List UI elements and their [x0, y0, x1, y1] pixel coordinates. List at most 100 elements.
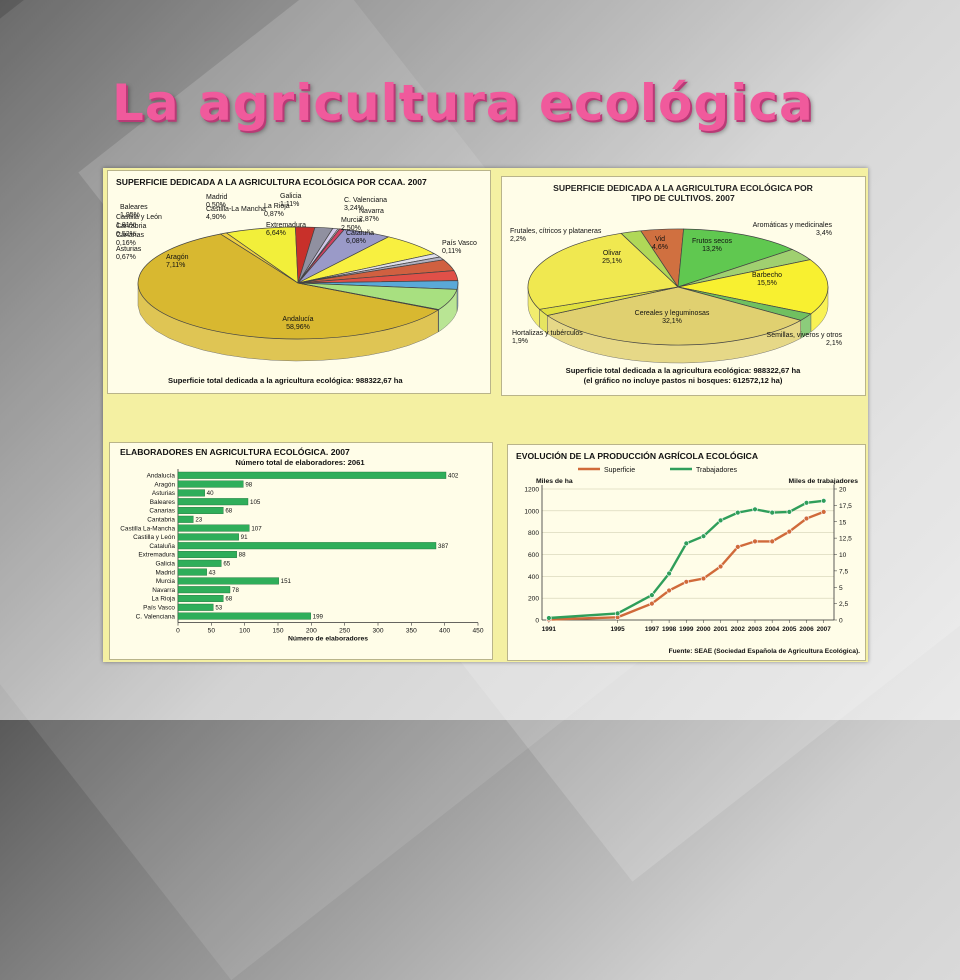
slice-name: Canarias	[116, 232, 145, 239]
bar	[177, 524, 250, 532]
y-tick-label-right: 0	[839, 618, 843, 625]
series-line	[548, 510, 825, 621]
bar-category-label: Murcia	[156, 578, 176, 585]
data-point	[735, 544, 741, 550]
slice-value: 1,9%	[512, 338, 528, 345]
pie-slice	[677, 259, 829, 315]
slice-value: 13,2%	[702, 246, 722, 253]
slice-value: 7,11%	[166, 262, 185, 269]
slice-value: 2,1%	[826, 340, 842, 347]
bar-category-label: Extremadura	[138, 552, 175, 559]
data-point	[769, 509, 775, 516]
chart-evolucion-panel: EVOLUCIÓN DE LA PRODUCCIÓN AGRÍCOLA ECOL…	[507, 444, 866, 661]
slice-value: 32,1%	[662, 318, 682, 325]
slice-name: C. Valenciana	[344, 197, 387, 204]
slice-value: 0,67%	[116, 254, 136, 261]
bar-value-label: 88	[239, 552, 246, 559]
slice-label: Cantabria 0,52%	[116, 223, 146, 238]
slice-label: Hortalizas y tubérculos 1,9%	[512, 330, 583, 345]
pie-slice	[677, 228, 794, 288]
x-tick-label: 150	[272, 628, 283, 635]
data-point	[821, 509, 827, 515]
slice-value: 3,4%	[816, 230, 832, 237]
slice-name: Baleares	[120, 204, 148, 211]
bar-category-label: Aragón	[154, 481, 175, 488]
slice-name: Asturias	[116, 246, 142, 253]
slice-label: Navarra 2,87%	[359, 208, 384, 223]
data-point	[803, 515, 810, 522]
slice-value: 1,95%	[120, 212, 140, 219]
slice-value: 15,5%	[757, 280, 777, 287]
chart-cultivos-panel: SUPERFICIE DEDICADA A LA AGRICULTURA ECO…	[501, 176, 866, 396]
bar-value-label: 40	[207, 490, 214, 497]
y-tick-label-right: 2,5	[839, 601, 848, 608]
y-tick-label-right: 10	[839, 552, 847, 559]
chart-note: Superficie total dedicada a la agricultu…	[168, 376, 403, 385]
slice-value: 1,81%	[116, 222, 136, 229]
data-point	[683, 579, 690, 585]
x-tick-label: 2004	[765, 626, 780, 633]
x-tick-label: 250	[339, 628, 350, 635]
bar	[177, 559, 222, 567]
slice-value: 0,11%	[442, 248, 461, 255]
slice-value: 0,87%	[264, 211, 284, 218]
slice-label: Cereales y leguminosas 32,1%	[635, 310, 710, 325]
x-tick-label: 100	[239, 628, 250, 635]
bar-value-label: 23	[195, 517, 202, 524]
slice-label: Frutales, cítricos y plataneras 2,2%	[510, 228, 602, 243]
bar	[177, 577, 279, 585]
slice-value: 0,16%	[116, 240, 136, 247]
bar	[177, 603, 214, 611]
bar-value-label: 43	[209, 569, 216, 576]
data-point	[700, 533, 707, 539]
y-tick-label-right: 17,5	[839, 503, 852, 510]
slice-name: Aromáticas y medicinales	[753, 222, 833, 229]
bar	[177, 586, 231, 594]
slice-label: Semillas, viveros y otros 2,1%	[767, 332, 843, 347]
x-tick-label: 2006	[799, 626, 814, 633]
series-line	[548, 499, 824, 620]
pie-slice	[620, 230, 679, 288]
x-tick-label: 2005	[782, 626, 797, 633]
slice-value: 0,50%	[206, 202, 226, 209]
bar-category-label: Galicia	[155, 561, 175, 568]
slice-value: 25,1%	[602, 258, 622, 265]
x-tick-label: 1995	[610, 626, 625, 633]
slice-label: Frutos secos 13,2%	[692, 238, 733, 253]
chart-subtitle: Número total de elaboradores: 2061	[235, 458, 365, 467]
x-tick-label: 400	[439, 628, 450, 635]
y-tick-label-right: 15	[839, 519, 847, 526]
chart-title-line: SUPERFICIE DEDICADA A LA AGRICULTURA ECO…	[553, 182, 814, 193]
bar	[177, 506, 224, 514]
chart-source: Fuente: SEAE (Sociedad Española de Agric…	[669, 648, 861, 655]
data-point	[786, 528, 792, 535]
line-chart-evolucion: EVOLUCIÓN DE LA PRODUCCIÓN AGRÍCOLA ECOL…	[516, 450, 861, 655]
x-tick-label: 1997	[645, 626, 660, 633]
bar	[177, 594, 224, 602]
slice-label: Cataluña 6,08%	[346, 230, 374, 245]
data-point	[735, 509, 741, 516]
pie-chart-cultivos: SUPERFICIE DEDICADA A LA AGRICULTURA ECO…	[510, 182, 843, 385]
bar-value-label: 105	[250, 499, 261, 506]
bar-value-label: 68	[225, 508, 232, 515]
x-tick-label: 2001	[714, 626, 729, 633]
y-tick-label-right: 20	[839, 487, 847, 494]
bar	[177, 533, 239, 541]
slice-name: Cataluña	[346, 230, 374, 237]
slice-name: País Vasco	[442, 240, 477, 247]
slice-label: Asturias 0,67%	[116, 246, 142, 261]
slice-name: Cantabria	[116, 223, 146, 230]
slice-name: Navarra	[359, 208, 384, 215]
slice-label: Vid 4,6%	[652, 236, 668, 251]
slice-name: La Rioja	[264, 203, 290, 210]
bar-category-label: Castilla La-Mancha	[120, 525, 175, 532]
slice-name: Frutales, cítricos y plataneras	[510, 228, 602, 235]
x-tick-label: 2007	[817, 626, 832, 633]
chart-ccaa-panel: SUPERFICIE DEDICADA A LA AGRICULTURA ECO…	[107, 170, 491, 394]
x-tick-label: 2002	[731, 626, 746, 633]
bar-value-label: 53	[215, 605, 222, 612]
slice-value: 3,24%	[344, 205, 364, 212]
slice-name: Barbecho	[752, 272, 782, 279]
slice-value: 6,64%	[266, 230, 286, 237]
chart-note: Superficie total dedicada a la agricultu…	[566, 366, 801, 375]
